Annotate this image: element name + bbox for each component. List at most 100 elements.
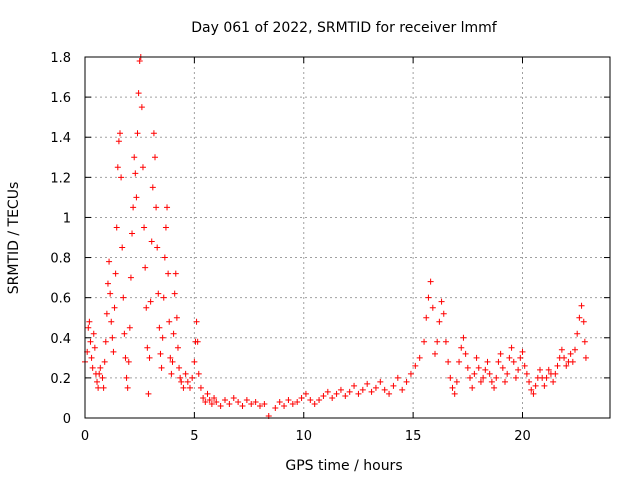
data-point: [432, 350, 438, 357]
data-point: [558, 346, 565, 353]
data-point: [113, 224, 120, 231]
data-point: [434, 338, 441, 345]
data-point: [87, 338, 94, 345]
data-point: [173, 314, 180, 321]
data-point: [521, 362, 528, 369]
data-point: [532, 382, 539, 389]
data-point: [421, 338, 428, 345]
data-point: [460, 334, 467, 341]
data-point: [394, 374, 401, 381]
y-tick-label: 0.4: [50, 332, 71, 347]
y-tick-label: 1.6: [50, 91, 71, 106]
data-point: [567, 350, 574, 357]
data-point: [447, 374, 454, 381]
x-tick-label: 20: [514, 429, 531, 444]
data-point: [484, 358, 491, 365]
data-point: [121, 330, 128, 337]
data-point: [211, 394, 218, 401]
data-point: [171, 290, 178, 297]
data-point: [135, 90, 142, 97]
data-point: [561, 354, 568, 361]
data-point: [469, 384, 476, 391]
data-point: [442, 338, 449, 345]
y-tick-label: 1.4: [50, 131, 71, 146]
data-point: [99, 374, 106, 381]
data-point: [445, 358, 452, 365]
data-point: [136, 58, 143, 65]
data-point: [101, 358, 108, 365]
data-point: [324, 388, 331, 395]
data-point: [146, 354, 153, 361]
data-point: [118, 174, 125, 181]
data-point: [96, 370, 103, 377]
data-point: [174, 344, 181, 351]
y-tick-label: 0: [63, 412, 71, 427]
data-point: [127, 274, 134, 281]
data-point: [213, 398, 220, 405]
data-point: [129, 230, 136, 237]
data-point: [162, 224, 169, 231]
data-point: [160, 294, 167, 301]
data-point: [112, 270, 119, 277]
data-point: [276, 398, 283, 405]
data-point: [120, 294, 127, 301]
data-point: [109, 334, 116, 341]
data-point: [541, 382, 548, 389]
data-point: [576, 314, 583, 321]
data-point: [141, 224, 148, 231]
x-tick-label: 15: [405, 429, 422, 444]
data-point: [94, 378, 101, 385]
data-point: [217, 402, 224, 409]
data-point: [100, 384, 107, 391]
data-point: [307, 396, 314, 403]
data-point: [407, 370, 414, 377]
data-point: [517, 354, 524, 361]
data-point: [194, 338, 201, 345]
data-point: [526, 378, 533, 385]
data-point: [200, 394, 207, 401]
data-point: [197, 384, 204, 391]
data-point: [493, 374, 500, 381]
x-tick-label: 5: [190, 429, 198, 444]
data-point: [399, 386, 406, 393]
data-point: [222, 396, 228, 403]
data-point: [355, 390, 362, 397]
data-point: [333, 390, 340, 397]
data-point: [438, 298, 445, 305]
data-point: [329, 394, 336, 401]
data-point: [386, 390, 393, 397]
data-point: [102, 338, 109, 345]
data-point: [499, 364, 506, 371]
data-point: [543, 374, 550, 381]
x-tick-label: 0: [81, 429, 89, 444]
data-point: [230, 394, 237, 401]
data-point: [110, 348, 117, 355]
data-point: [138, 104, 145, 111]
data-point: [320, 392, 327, 399]
data-point: [467, 374, 473, 381]
data-point: [193, 318, 200, 325]
data-point: [132, 170, 139, 177]
data-point: [164, 204, 171, 211]
y-tick-label: 1.8: [50, 51, 71, 66]
x-axis-title: GPS time / hours: [285, 458, 402, 474]
data-point: [368, 388, 375, 395]
data-point: [272, 404, 279, 411]
data-point: [226, 400, 233, 407]
grid-layer: [85, 57, 610, 418]
data-point: [167, 354, 174, 361]
data-point: [346, 388, 353, 395]
data-point: [502, 378, 508, 385]
data-point: [169, 358, 176, 365]
data-point: [178, 378, 185, 385]
data-point: [115, 138, 122, 145]
data-point: [528, 386, 535, 393]
data-point: [149, 184, 156, 191]
data-point: [316, 396, 323, 403]
data-point: [143, 304, 150, 311]
data-point: [107, 290, 114, 297]
data-point: [191, 358, 198, 365]
data-point: [104, 280, 111, 287]
data-point: [154, 244, 161, 251]
